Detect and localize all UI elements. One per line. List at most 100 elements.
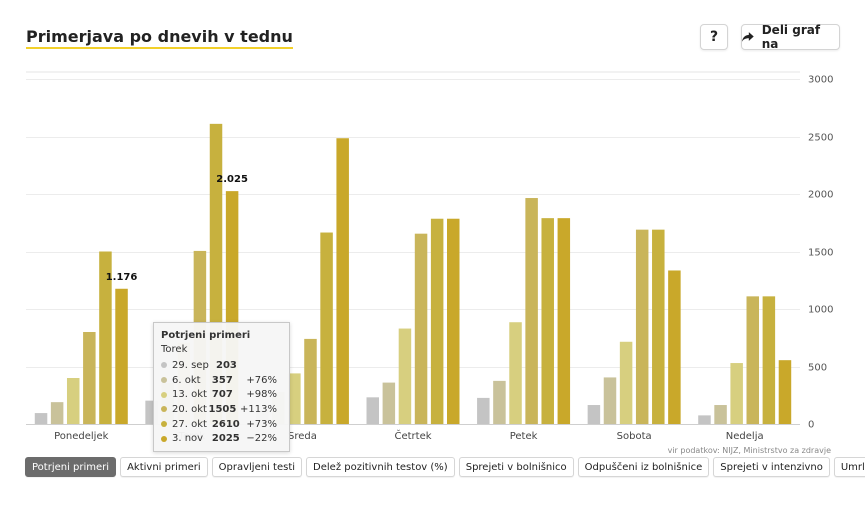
tooltip-value: 1505 bbox=[208, 403, 237, 415]
y-tick-label: 1000 bbox=[808, 305, 833, 316]
bar bbox=[382, 382, 396, 424]
tooltip-value: 357 bbox=[211, 374, 233, 386]
bar bbox=[730, 363, 743, 424]
tooltip-row: 20. okt 1505 +113% bbox=[161, 402, 281, 417]
tooltip-date: 3. nov bbox=[172, 433, 204, 445]
series-dot-icon bbox=[161, 362, 167, 369]
bar bbox=[115, 288, 128, 424]
tooltip-date: 29. sep bbox=[172, 359, 209, 371]
bar bbox=[414, 233, 428, 424]
x-tick-label: Petek bbox=[510, 431, 538, 442]
bar bbox=[99, 251, 112, 424]
tab-potrjeni-primeri[interactable]: Potrjeni primeri bbox=[25, 457, 117, 477]
metric-tabs: Potrjeni primeri Aktivni primeri Opravljen… bbox=[25, 457, 865, 477]
bar bbox=[66, 378, 80, 424]
bar bbox=[778, 360, 792, 424]
bar bbox=[652, 229, 665, 424]
x-tick-label: Sreda bbox=[288, 431, 317, 442]
tooltip-change: +73% bbox=[246, 418, 277, 430]
bar bbox=[762, 296, 776, 424]
data-source: vir podatkov: NIJZ, Ministrstvo za zdrav… bbox=[668, 446, 831, 455]
data-labels: 1.176 2.025 bbox=[106, 174, 248, 283]
help-label: ? bbox=[709, 29, 719, 45]
share-label: Deli graf na bbox=[761, 23, 821, 51]
bar bbox=[587, 405, 601, 424]
tab-sprejeti-v-intenzivno[interactable]: Sprejeti v intenzivno bbox=[713, 457, 830, 477]
bar bbox=[746, 296, 760, 424]
bar bbox=[714, 405, 727, 424]
bar bbox=[698, 415, 711, 424]
share-button[interactable]: Deli graf na bbox=[741, 23, 840, 51]
y-tick-label: 1500 bbox=[808, 248, 833, 259]
bar bbox=[557, 218, 571, 424]
data-label: 1.176 bbox=[106, 272, 138, 283]
bar bbox=[603, 377, 617, 424]
tooltip-change: +76% bbox=[246, 374, 277, 386]
tooltip-row: 27. okt 2610 +73% bbox=[161, 417, 281, 432]
bar bbox=[635, 229, 649, 424]
tooltip-date: 6. okt bbox=[172, 374, 201, 386]
tooltip-date: 13. okt bbox=[172, 389, 207, 401]
bar bbox=[336, 138, 349, 424]
tab-sprejeti-v-bolnišnico[interactable]: Sprejeti v bolnišnico bbox=[458, 457, 574, 477]
series-dot-icon bbox=[161, 421, 167, 428]
bar bbox=[493, 380, 506, 424]
share-arrow-icon bbox=[742, 32, 754, 42]
tooltip-date: 27. okt bbox=[172, 418, 207, 430]
bar bbox=[619, 341, 633, 424]
y-tick-label: 0 bbox=[808, 420, 814, 431]
bar bbox=[288, 373, 301, 424]
tooltip-value: 2610 bbox=[211, 418, 240, 430]
tooltip-change: +98% bbox=[246, 389, 277, 401]
tab-aktivni-primeri[interactable]: Aktivni primeri bbox=[120, 457, 208, 477]
series-dot-icon bbox=[161, 435, 167, 442]
tooltip-change: −22% bbox=[246, 433, 277, 445]
help-button[interactable]: ? bbox=[700, 24, 728, 50]
bar-chart: 1.176 2.025 0 500 1000 1500 2000 2500 3000 Pone… bbox=[26, 71, 833, 455]
tooltip-row: 13. okt 707 +98% bbox=[161, 387, 281, 402]
bar bbox=[320, 232, 333, 424]
chart-title: Primerjava po dnevih v tednu bbox=[26, 27, 293, 49]
tab-opravljeni-testi[interactable]: Opravljeni testi bbox=[211, 457, 303, 477]
tooltip-change: +113% bbox=[240, 403, 277, 415]
grid-lines bbox=[26, 71, 800, 425]
tab-delež-pozitivnih-testov[interactable]: Delež pozitivnih testov (%) bbox=[306, 457, 455, 477]
bar bbox=[477, 397, 490, 424]
x-tick-label: Sobota bbox=[617, 431, 652, 442]
tooltip-row: 3. nov 2025 −22% bbox=[161, 431, 281, 446]
bar bbox=[50, 402, 64, 424]
tooltip-row: 29. sep 203 bbox=[161, 358, 281, 373]
x-tick-label: Ponedeljek bbox=[54, 431, 108, 442]
tooltip-value: 707 bbox=[211, 389, 233, 401]
bar bbox=[541, 218, 554, 424]
series-dot-icon bbox=[161, 406, 167, 413]
y-tick-label: 2500 bbox=[808, 133, 833, 144]
bar bbox=[447, 218, 460, 424]
bar bbox=[398, 328, 412, 424]
bar bbox=[668, 270, 681, 424]
tooltip-value: 203 bbox=[216, 359, 237, 371]
x-tick-label: Četrtek bbox=[394, 429, 431, 442]
tab-odpuščeni-iz-bolnišnice[interactable]: Odpuščeni iz bolnišnice bbox=[577, 457, 710, 477]
bar bbox=[304, 338, 317, 424]
y-tick-label: 500 bbox=[808, 363, 827, 374]
bar bbox=[366, 397, 379, 424]
tab-umrli[interactable]: Umrli bbox=[833, 457, 865, 477]
bar bbox=[34, 413, 48, 424]
tooltip-value: 2025 bbox=[211, 433, 240, 445]
bar bbox=[83, 332, 96, 424]
series-dot-icon bbox=[161, 391, 167, 398]
tooltip-date: 20. okt bbox=[172, 403, 207, 415]
tooltip-title: Potrjeni primeri bbox=[161, 330, 251, 341]
tooltip-subtitle: Torek bbox=[161, 344, 188, 355]
y-tick-label: 2000 bbox=[808, 190, 833, 201]
bar bbox=[509, 322, 522, 424]
bar bbox=[430, 218, 444, 424]
chart-tooltip: Potrjeni primeri Torek 29. sep 203 6. okt 3… bbox=[153, 322, 290, 452]
data-label: 2.025 bbox=[216, 174, 248, 185]
x-tick-label: Nedelja bbox=[726, 431, 764, 442]
bar bbox=[525, 198, 538, 424]
bars bbox=[34, 123, 792, 424]
tooltip-row: 6. okt 357 +76% bbox=[161, 373, 281, 388]
y-axis-ticks: 0 500 1000 1500 2000 2500 3000 bbox=[808, 75, 833, 431]
